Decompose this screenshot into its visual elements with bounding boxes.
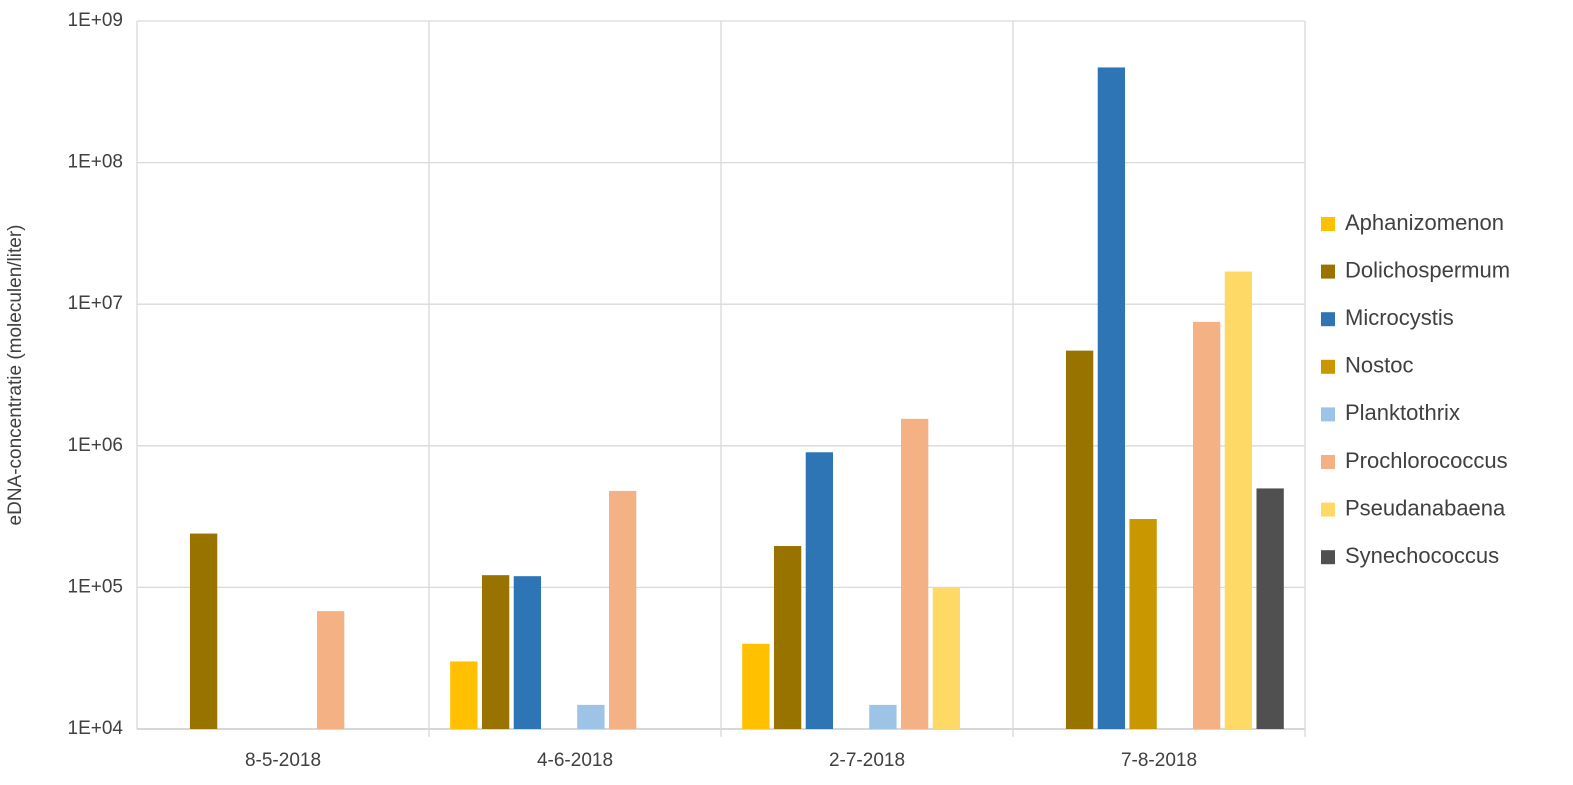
y-tick-label: 1E+07: [68, 293, 123, 314]
legend-label: Prochlorococcus: [1345, 448, 1508, 473]
bar: [773, 546, 802, 729]
bar: [1129, 519, 1157, 729]
bar: [900, 418, 929, 729]
y-tick-label: 1E+04: [68, 718, 124, 739]
legend-swatch: [1321, 550, 1335, 565]
legend-swatch: [1321, 359, 1335, 374]
legend-swatch: [1321, 455, 1335, 469]
bar: [450, 661, 478, 729]
legend-swatch: [1321, 217, 1335, 231]
x-tick-label: 8-5-2018: [245, 750, 321, 771]
x-tick-label: 4-6-2018: [537, 750, 613, 771]
bar: [932, 587, 961, 729]
bar: [189, 533, 218, 729]
legend-label: Nostoc: [1345, 353, 1413, 378]
bar: [608, 490, 637, 729]
bar: [1256, 488, 1284, 729]
bar: [742, 643, 770, 729]
legend-label: Microcystis: [1345, 305, 1454, 330]
legend-label: Synechococcus: [1345, 543, 1499, 568]
y-tick-label: 1E+06: [68, 435, 123, 456]
legend-swatch: [1321, 502, 1335, 517]
legend-swatch: [1321, 264, 1335, 279]
y-axis-title: eDNA-concentratie (moleculen/liter): [5, 225, 26, 526]
bar: [805, 452, 834, 729]
legend-swatch: [1321, 407, 1335, 422]
x-tick-label: 2-7-2018: [829, 750, 905, 771]
bar: [1224, 271, 1253, 729]
bar: [1065, 350, 1094, 729]
legend-swatch: [1321, 312, 1335, 327]
y-tick-label: 1E+05: [68, 576, 123, 597]
bar: [513, 576, 542, 729]
bar: [481, 575, 510, 729]
bar: [869, 704, 897, 729]
bar: [316, 611, 345, 729]
legend-label: Pseudanabaena: [1345, 495, 1506, 520]
legend-label: Dolichospermum: [1345, 257, 1510, 282]
legend-label: Aphanizomenon: [1345, 210, 1504, 235]
bar: [1097, 67, 1126, 729]
bar: [577, 704, 605, 729]
bar: [1192, 321, 1221, 729]
y-tick-label: 1E+08: [68, 152, 123, 173]
x-tick-label: 7-8-2018: [1121, 750, 1197, 771]
legend-label: Planktothrix: [1345, 400, 1460, 425]
y-tick-label: 1E+09: [68, 10, 123, 31]
